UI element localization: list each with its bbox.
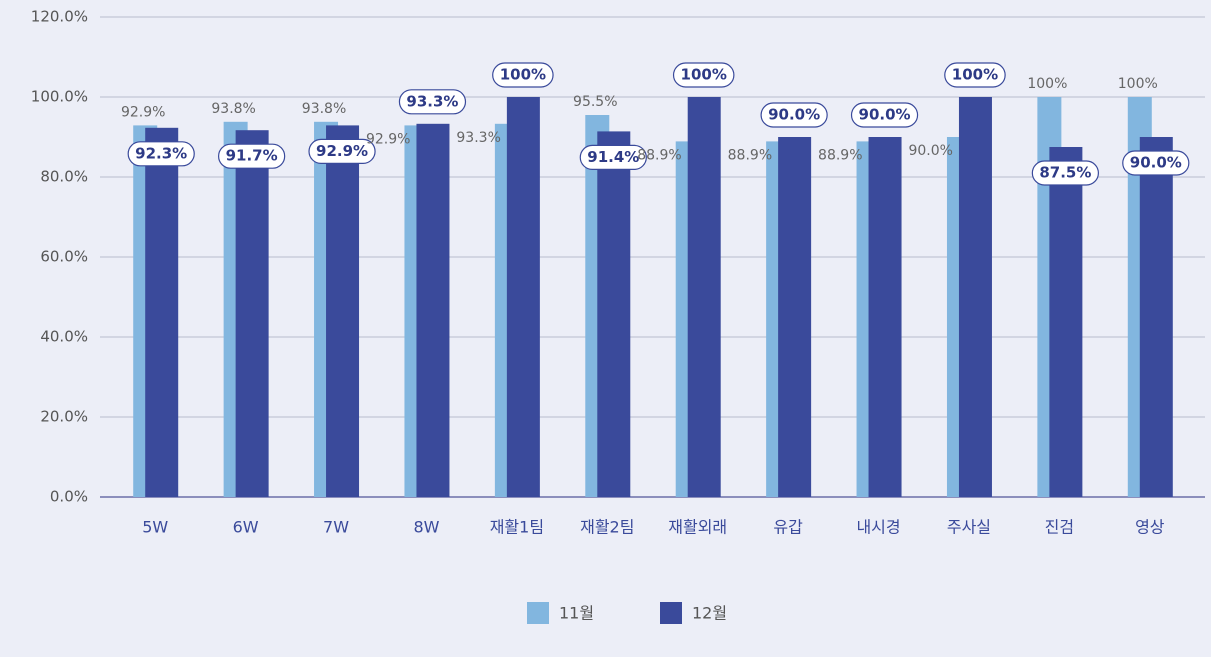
bar	[687, 97, 721, 497]
data-label: 90.0%	[908, 143, 952, 159]
data-label: 90.0%	[1130, 154, 1182, 172]
label-box	[127, 141, 195, 167]
x-tick-label: 6W	[233, 518, 259, 537]
data-label: 100%	[1027, 76, 1067, 92]
label-box	[579, 144, 647, 170]
bar	[145, 127, 179, 498]
data-label: 93.8%	[211, 101, 255, 117]
y-tick-label: 0.0%	[50, 488, 88, 506]
bar	[597, 131, 631, 497]
data-label: 100%	[952, 66, 998, 84]
legend-swatch	[660, 602, 682, 624]
label-box	[1122, 150, 1190, 176]
bar	[326, 125, 360, 498]
x-tick-label: 7W	[323, 518, 349, 537]
y-tick-label: 80.0%	[40, 168, 88, 186]
data-label: 92.9%	[366, 131, 410, 147]
x-tick-label: 5W	[142, 518, 168, 537]
data-label: 87.5%	[1039, 164, 1091, 182]
x-tick-label: 재활외래	[668, 518, 727, 537]
bar	[868, 137, 902, 497]
label-box	[492, 62, 554, 88]
data-label: 91.4%	[587, 148, 639, 166]
x-tick-label: 재활1팀	[490, 518, 544, 537]
data-label: 95.5%	[573, 94, 617, 110]
y-tick-label: 120.0%	[31, 8, 88, 26]
x-tick-label: 8W	[413, 518, 439, 537]
y-tick-label: 20.0%	[40, 408, 88, 426]
data-label: 100%	[1118, 76, 1158, 92]
label-box	[218, 143, 286, 169]
label-box	[398, 89, 467, 115]
y-tick-label: 100.0%	[31, 88, 88, 106]
data-label: 100%	[681, 66, 727, 84]
x-tick-label: 내시경	[856, 518, 900, 537]
bar	[1049, 147, 1083, 497]
bar	[958, 97, 992, 497]
legend-label: 11월	[559, 604, 594, 623]
label-box	[308, 138, 376, 164]
x-tick-label: 재활2팀	[580, 518, 634, 537]
data-label: 88.9%	[818, 147, 862, 163]
x-tick-label: 유갑	[773, 518, 803, 537]
x-tick-label: 영상	[1135, 518, 1165, 537]
data-label: 93.8%	[302, 101, 346, 117]
data-label: 90.0%	[768, 106, 820, 124]
label-box	[944, 62, 1006, 88]
data-label: 92.9%	[316, 142, 368, 160]
data-label: 93.3%	[456, 130, 500, 146]
bar	[416, 123, 450, 498]
data-label: 92.9%	[121, 104, 165, 120]
data-label: 88.9%	[637, 147, 681, 163]
bar	[506, 97, 540, 497]
y-tick-label: 60.0%	[40, 248, 88, 266]
x-tick-label: 주사실	[947, 518, 991, 537]
label-box	[850, 102, 919, 128]
data-label: 93.3%	[406, 92, 458, 110]
data-label: 88.9%	[728, 147, 772, 163]
bar	[1139, 137, 1173, 497]
data-label: 92.3%	[135, 144, 187, 162]
label-box	[1031, 160, 1099, 186]
x-tick-label: 진검	[1045, 518, 1074, 537]
label-box	[672, 62, 735, 88]
bar	[235, 130, 269, 497]
legend-label: 12월	[692, 604, 727, 623]
y-tick-label: 40.0%	[40, 328, 88, 346]
legend-swatch	[527, 602, 549, 624]
label-box	[760, 102, 828, 128]
bar	[778, 137, 812, 497]
data-label: 91.7%	[226, 147, 278, 165]
data-label: 90.0%	[859, 106, 911, 124]
data-label: 100%	[500, 66, 546, 84]
